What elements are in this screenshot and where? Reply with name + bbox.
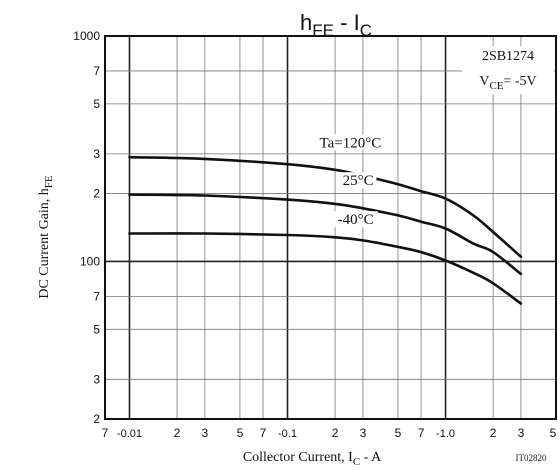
x-tick-label: 2 xyxy=(174,426,181,440)
x-tick-labels: 7 -0.01 2 3 5 7 -0.1 2 3 5 7 -1.0 2 3 5 xyxy=(102,426,557,440)
y-tick-label: 5 xyxy=(93,97,100,111)
y-tick-label: 7 xyxy=(93,64,100,78)
x-tick-label: -0.01 xyxy=(117,428,142,440)
y-axis-label: DC Current Gain, hFE xyxy=(37,175,55,299)
y-tick-labels: 1000 7 5 3 2 100 7 5 3 2 xyxy=(73,29,100,426)
figure-id: IT02820 xyxy=(516,453,547,463)
x-tick-label: 7 xyxy=(260,426,267,440)
x-tick-label: 3 xyxy=(518,426,525,440)
y-tick-label: 2 xyxy=(93,187,100,201)
series-group: Ta=120°C 25°C -40°C xyxy=(128,134,523,305)
x-tick-label: 5 xyxy=(237,426,244,440)
series-label-backing xyxy=(316,134,384,151)
x-tick-label: 2 xyxy=(490,426,497,440)
series-label-backing xyxy=(339,172,377,189)
x-tick-label: 7 xyxy=(418,426,425,440)
series-label-backing xyxy=(333,211,378,228)
chart-title: hFE - IC xyxy=(300,10,372,40)
device-label: 2SB1274 xyxy=(482,49,534,64)
series-line xyxy=(128,193,523,276)
y-tick-label: 7 xyxy=(93,289,100,303)
x-axis-label: Collector Current, IC - A xyxy=(243,450,382,468)
series-label: 25°C xyxy=(343,173,374,189)
x-tick-label: 5 xyxy=(550,426,557,440)
x-tick-label: -1.0 xyxy=(436,428,455,440)
y-tick-label: 3 xyxy=(93,372,100,386)
x-tick-label: -0.1 xyxy=(278,428,297,440)
plot-frame xyxy=(104,35,557,420)
series-line xyxy=(128,155,523,258)
y-tick-label: 1000 xyxy=(73,29,100,43)
y-tick-label: 5 xyxy=(93,322,100,336)
annotation-backing xyxy=(462,46,554,94)
y-tick-label: 100 xyxy=(80,254,100,268)
y-tick-label: 3 xyxy=(93,147,100,161)
condition-label: VCE= -5V xyxy=(479,74,536,92)
series-label: Ta=120°C xyxy=(320,135,382,151)
series-label: -40°C xyxy=(338,212,374,228)
x-tick-label: 3 xyxy=(202,426,209,440)
y-tick-label: 2 xyxy=(93,412,100,426)
x-tick-label: 2 xyxy=(332,426,339,440)
x-tick-label: 7 xyxy=(102,426,109,440)
x-tick-label: 3 xyxy=(360,426,367,440)
x-tick-label: 5 xyxy=(395,426,402,440)
series-line xyxy=(128,232,523,305)
